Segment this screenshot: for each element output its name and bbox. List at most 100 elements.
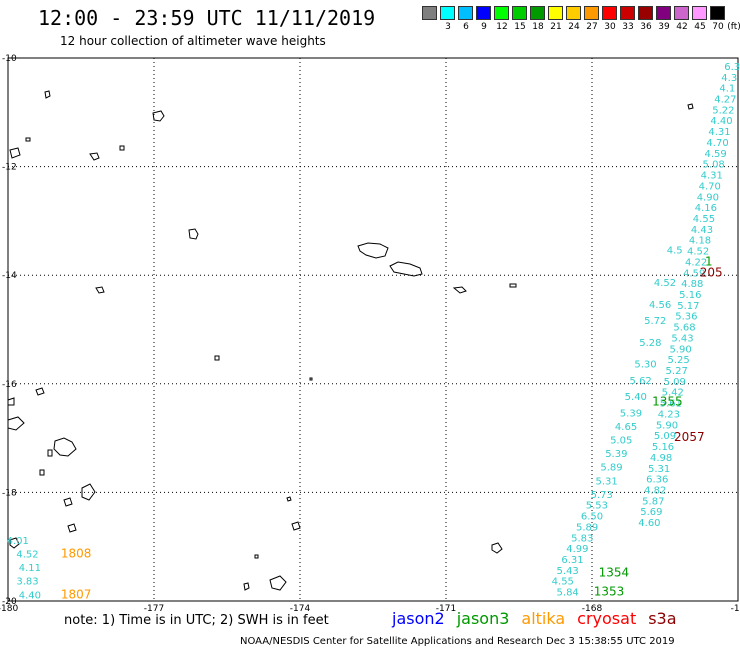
lon-tick-label: -16 [731, 604, 740, 614]
wave-height-label: 5.68 [673, 323, 695, 334]
island-fiji-5 [9, 537, 20, 549]
wave-height-label: 4.18 [689, 236, 711, 247]
color-swatch [548, 6, 563, 20]
color-swatch-label: 24 [568, 22, 580, 32]
color-swatch [620, 6, 635, 20]
wave-height-label: 6.3 [724, 62, 740, 73]
wave-height-label: 5.53 [586, 501, 608, 512]
wave-height-label: 4.88 [681, 279, 703, 290]
island-fiji-6 [47, 449, 53, 457]
wave-height-label: 4.52 [16, 550, 38, 561]
color-swatch-label: 12 [496, 22, 508, 32]
wave-height-label: 5.89 [576, 522, 598, 533]
legend-entry: cryosat [577, 609, 637, 628]
lat-tick-label: -12 [2, 163, 17, 173]
wave-height-label: 4.01 [7, 536, 29, 547]
wave-height-label: 5.17 [677, 301, 699, 312]
color-swatch-label: 3 [445, 22, 451, 32]
wave-height-label: 6.31 [561, 555, 583, 566]
wave-height-label: 5.40 [625, 392, 647, 403]
wave-height-label: 5.36 [675, 312, 697, 323]
color-swatch-label: 45 [694, 22, 706, 32]
wave-height-label: 5.09 [654, 431, 676, 442]
island-p [63, 497, 73, 507]
island-q [687, 103, 694, 110]
color-swatch-label: 30 [604, 22, 616, 32]
island-fiji-2 [7, 416, 25, 431]
wave-height-label: 4.11 [19, 563, 41, 574]
color-swatch [602, 6, 617, 20]
lon-tick-label: -171 [436, 604, 456, 614]
color-swatch [638, 6, 653, 20]
color-swatch [476, 6, 491, 20]
lat-tick-label: -14 [2, 271, 17, 281]
pass-time-label: 1355 [652, 395, 683, 409]
lat-tick-label: -10 [2, 54, 17, 64]
map-title: 12:00 - 23:59 UTC 11/11/2019 [38, 6, 376, 30]
wave-height-label: 4.22 [685, 257, 707, 268]
wave-height-label: 5.39 [605, 449, 627, 460]
color-swatch [710, 6, 725, 20]
lat-tick-label: -20 [2, 597, 17, 607]
pass-time-label: 1808 [61, 547, 92, 561]
wave-height-label: 4.59 [683, 268, 705, 279]
map-frame [7, 57, 739, 602]
lon-tick-label: -168 [582, 604, 603, 614]
wave-height-label: 4.23 [658, 409, 680, 420]
pass-time-label: 2057 [674, 430, 705, 444]
color-swatch-label: 27 [586, 22, 598, 32]
satellite-legend: jason2 jason3 altika cryosat s3a [392, 609, 689, 628]
island-upolu [357, 242, 389, 259]
footnote: note: 1) Time is in UTC; 2) SWH is in fe… [64, 613, 329, 628]
island-d [89, 152, 100, 161]
wave-height-label: 4.27 [714, 95, 736, 106]
island-n [309, 377, 313, 381]
color-swatch-label: 42 [676, 22, 688, 32]
wave-height-label: 5.73 [591, 490, 613, 501]
wave-height-label: 5.72 [644, 316, 666, 327]
color-swatch [422, 6, 437, 20]
wave-height-label: 4.40 [710, 116, 732, 127]
wave-height-label: 4.55 [552, 577, 574, 588]
color-swatch [530, 6, 545, 20]
island-e [95, 286, 105, 294]
wave-height-label: 6.50 [581, 512, 603, 523]
color-swatch-label: 9 [481, 22, 487, 32]
color-swatch [674, 6, 689, 20]
color-swatch-label: 21 [550, 22, 562, 32]
wave-height-label: 4.43 [691, 225, 713, 236]
wave-height-label: 4.31 [701, 171, 723, 182]
wave-height-label: 4.99 [566, 544, 588, 555]
wave-height-label: 4.70 [706, 138, 728, 149]
color-swatch-label: 70 [712, 22, 724, 32]
wave-height-label: 4.65 [615, 422, 637, 433]
lon-tick-label: -174 [290, 604, 311, 614]
pass-time-label: 205 [700, 265, 723, 279]
wave-height-label: 5.09 [664, 377, 686, 388]
color-swatch [458, 6, 473, 20]
wave-height-label: 5.08 [703, 160, 725, 171]
wave-height-label: 5.16 [679, 290, 701, 301]
color-swatch-label: 33 [622, 22, 634, 32]
wave-height-label: 4.31 [708, 127, 730, 138]
island-fiji-1 [53, 437, 77, 457]
wave-height-label: 5.39 [620, 408, 642, 419]
wave-height-label: 5.31 [648, 464, 670, 475]
wave-height-label: 5.62 [630, 376, 652, 387]
island-tonga-1 [269, 575, 287, 591]
credit-line: NOAA/NESDIS Center for Satellite Applica… [240, 636, 675, 647]
legend-entry: s3a [648, 609, 677, 628]
island-fiji-7 [39, 469, 45, 476]
wave-height-label: 4.90 [697, 192, 719, 203]
island-tonga-2 [291, 521, 301, 531]
pass-time-label: 1354 [599, 566, 630, 580]
wave-height-label: 5.61 [660, 399, 682, 410]
island-fiji-8 [35, 387, 45, 396]
coastlines [7, 90, 694, 591]
wave-height-label: 5.16 [652, 442, 674, 453]
wave-height-label: 4.70 [699, 181, 721, 192]
color-swatch [584, 6, 599, 20]
wave-height-label: 5.90 [669, 344, 691, 355]
